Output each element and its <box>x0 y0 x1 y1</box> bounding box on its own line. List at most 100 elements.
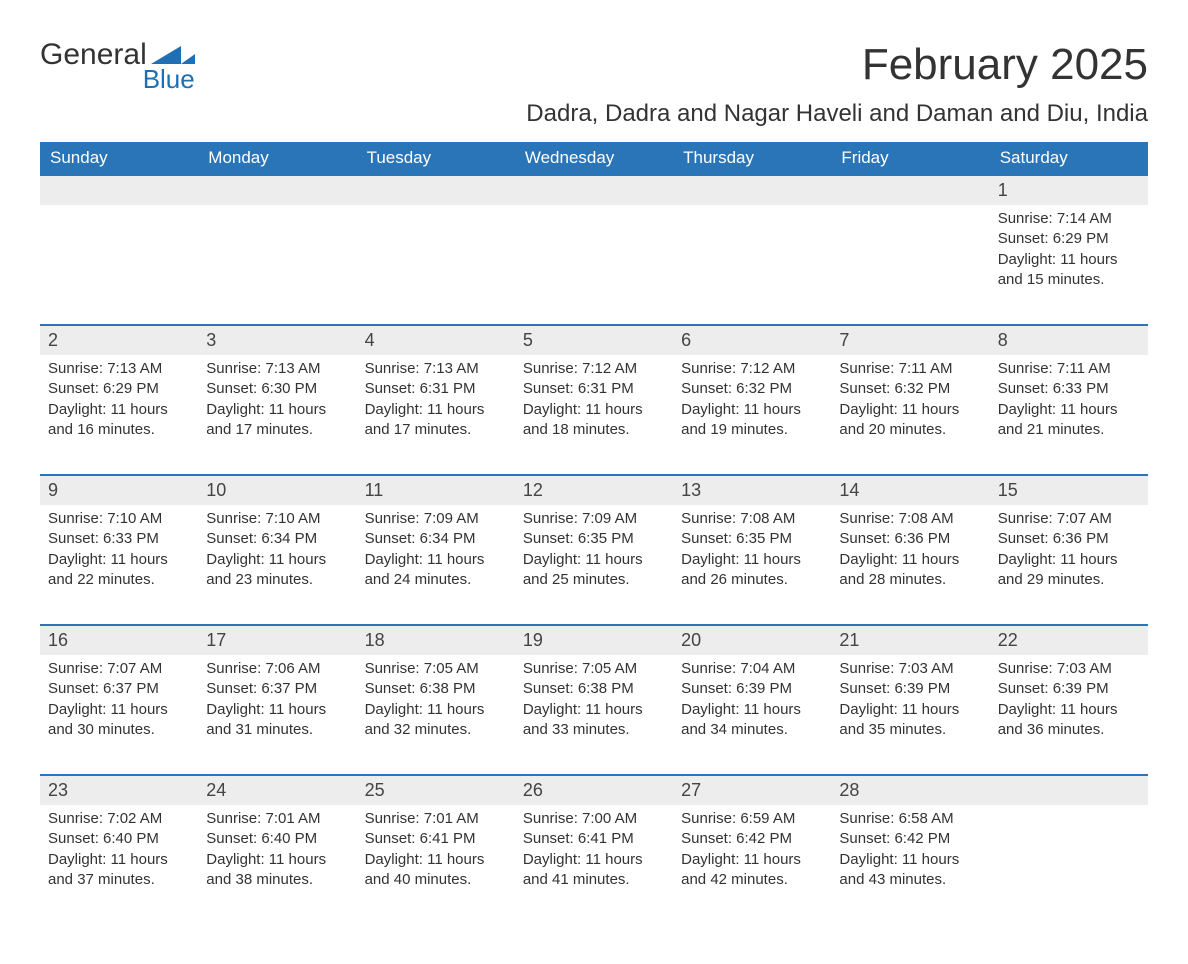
week-block: 2345678Sunrise: 7:13 AMSunset: 6:29 PMDa… <box>40 324 1148 474</box>
day-daylight1: Daylight: 11 hours <box>365 850 507 870</box>
logo: General Blue <box>40 40 195 92</box>
day-daylight1: Daylight: 11 hours <box>998 700 1140 720</box>
day-daylight2: and 18 minutes. <box>523 420 665 440</box>
day-daylight1: Daylight: 11 hours <box>48 850 190 870</box>
day-detail <box>990 805 1148 924</box>
day-sunset: Sunset: 6:29 PM <box>48 379 190 399</box>
day-sunrise: Sunrise: 7:09 AM <box>523 509 665 529</box>
day-sunset: Sunset: 6:39 PM <box>681 679 823 699</box>
day-number: 27 <box>673 776 831 805</box>
day-detail: Sunrise: 7:07 AMSunset: 6:36 PMDaylight:… <box>990 505 1148 624</box>
day-number: 19 <box>515 626 673 655</box>
day-daylight2: and 20 minutes. <box>839 420 981 440</box>
day-number: 25 <box>357 776 515 805</box>
day-detail: Sunrise: 7:13 AMSunset: 6:31 PMDaylight:… <box>357 355 515 474</box>
day-sunrise: Sunrise: 7:08 AM <box>839 509 981 529</box>
day-sunrise: Sunrise: 7:10 AM <box>48 509 190 529</box>
day-number: 14 <box>831 476 989 505</box>
day-sunset: Sunset: 6:41 PM <box>365 829 507 849</box>
day-number <box>515 176 673 205</box>
weekday-header: Saturday <box>990 142 1148 176</box>
day-sunset: Sunset: 6:37 PM <box>48 679 190 699</box>
day-daylight1: Daylight: 11 hours <box>523 550 665 570</box>
day-number: 15 <box>990 476 1148 505</box>
day-detail <box>198 205 356 324</box>
day-sunrise: Sunrise: 7:05 AM <box>365 659 507 679</box>
day-number: 2 <box>40 326 198 355</box>
day-number: 16 <box>40 626 198 655</box>
day-sunset: Sunset: 6:33 PM <box>998 379 1140 399</box>
day-daylight1: Daylight: 11 hours <box>681 700 823 720</box>
day-daylight1: Daylight: 11 hours <box>998 550 1140 570</box>
day-number: 24 <box>198 776 356 805</box>
weekday-header: Sunday <box>40 142 198 176</box>
day-detail: Sunrise: 7:05 AMSunset: 6:38 PMDaylight:… <box>515 655 673 774</box>
day-sunset: Sunset: 6:41 PM <box>523 829 665 849</box>
day-daylight2: and 31 minutes. <box>206 720 348 740</box>
day-detail <box>673 205 831 324</box>
day-daylight1: Daylight: 11 hours <box>365 400 507 420</box>
weekday-header: Wednesday <box>515 142 673 176</box>
day-detail: Sunrise: 6:59 AMSunset: 6:42 PMDaylight:… <box>673 805 831 924</box>
day-number: 4 <box>357 326 515 355</box>
day-detail: Sunrise: 7:01 AMSunset: 6:41 PMDaylight:… <box>357 805 515 924</box>
day-number: 1 <box>990 176 1148 205</box>
day-daylight2: and 15 minutes. <box>998 270 1140 290</box>
header-bar: General Blue February 2025 <box>40 40 1148 92</box>
day-sunrise: Sunrise: 7:11 AM <box>839 359 981 379</box>
day-detail-row: Sunrise: 7:13 AM Sunset: 6:29 PM Daylight:… <box>40 355 1148 474</box>
day-sunrise: Sunrise: 7:13 AM <box>365 359 507 379</box>
day-number-row: 232425262728 <box>40 776 1148 805</box>
day-detail-row: Sunrise: 7:02 AMSunset: 6:40 PMDaylight:… <box>40 805 1148 924</box>
day-number: 10 <box>198 476 356 505</box>
day-detail: Sunrise: 7:00 AMSunset: 6:41 PMDaylight:… <box>515 805 673 924</box>
day-sunset: Sunset: 6:37 PM <box>206 679 348 699</box>
day-daylight2: and 32 minutes. <box>365 720 507 740</box>
day-sunrise: Sunrise: 7:09 AM <box>365 509 507 529</box>
day-daylight2: and 23 minutes. <box>206 570 348 590</box>
day-sunset: Sunset: 6:42 PM <box>681 829 823 849</box>
day-daylight2: and 17 minutes. <box>365 420 507 440</box>
day-detail <box>515 205 673 324</box>
day-sunset: Sunset: 6:32 PM <box>681 379 823 399</box>
day-daylight2: and 30 minutes. <box>48 720 190 740</box>
day-number: 5 <box>515 326 673 355</box>
day-daylight2: and 36 minutes. <box>998 720 1140 740</box>
day-sunrise: Sunrise: 7:04 AM <box>681 659 823 679</box>
weeks-container: 1Sunrise: 7:14 AMSunset: 6:29 PMDaylight… <box>40 176 1148 924</box>
day-daylight1: Daylight: 11 hours <box>48 550 190 570</box>
day-sunrise: Sunrise: 7:13 AM <box>206 359 348 379</box>
day-detail: Sunrise: 7:12 AMSunset: 6:31 PMDaylight:… <box>515 355 673 474</box>
day-number: 11 <box>357 476 515 505</box>
day-sunset: Sunset: 6:36 PM <box>998 529 1140 549</box>
day-daylight2: and 26 minutes. <box>681 570 823 590</box>
day-daylight2: and 22 minutes. <box>48 570 190 590</box>
day-daylight1: Daylight: 11 hours <box>365 550 507 570</box>
week-block: 232425262728Sunrise: 7:02 AMSunset: 6:40… <box>40 774 1148 924</box>
day-detail: Sunrise: 7:03 AMSunset: 6:39 PMDaylight:… <box>990 655 1148 774</box>
day-daylight1: Daylight: 11 hours <box>523 700 665 720</box>
day-daylight1: Daylight: 11 hours <box>523 400 665 420</box>
day-daylight1: Daylight: 11 hours <box>998 250 1140 270</box>
day-detail: Sunrise: 7:08 AMSunset: 6:35 PMDaylight:… <box>673 505 831 624</box>
day-sunrise: Sunrise: 7:10 AM <box>206 509 348 529</box>
day-number <box>357 176 515 205</box>
day-daylight2: and 19 minutes. <box>681 420 823 440</box>
day-daylight2: and 16 minutes. <box>48 420 190 440</box>
day-daylight2: and 29 minutes. <box>998 570 1140 590</box>
day-number: 20 <box>673 626 831 655</box>
day-sunset: Sunset: 6:38 PM <box>365 679 507 699</box>
day-detail: Sunrise: 7:07 AMSunset: 6:37 PMDaylight:… <box>40 655 198 774</box>
weekday-header: Monday <box>198 142 356 176</box>
day-detail: Sunrise: 7:13 AMSunset: 6:30 PMDaylight:… <box>198 355 356 474</box>
day-detail: Sunrise: 7:14 AMSunset: 6:29 PMDaylight:… <box>990 205 1148 324</box>
day-number: 18 <box>357 626 515 655</box>
day-daylight1: Daylight: 11 hours <box>206 700 348 720</box>
day-detail: Sunrise: 7:10 AMSunset: 6:33 PMDaylight:… <box>40 505 198 624</box>
week-block: 9101112131415Sunrise: 7:10 AMSunset: 6:3… <box>40 474 1148 624</box>
day-sunrise: Sunrise: 7:11 AM <box>998 359 1140 379</box>
logo-triangle-icon <box>151 42 195 64</box>
day-daylight1: Daylight: 11 hours <box>998 400 1140 420</box>
day-sunrise: Sunrise: 7:06 AM <box>206 659 348 679</box>
day-number: 28 <box>831 776 989 805</box>
